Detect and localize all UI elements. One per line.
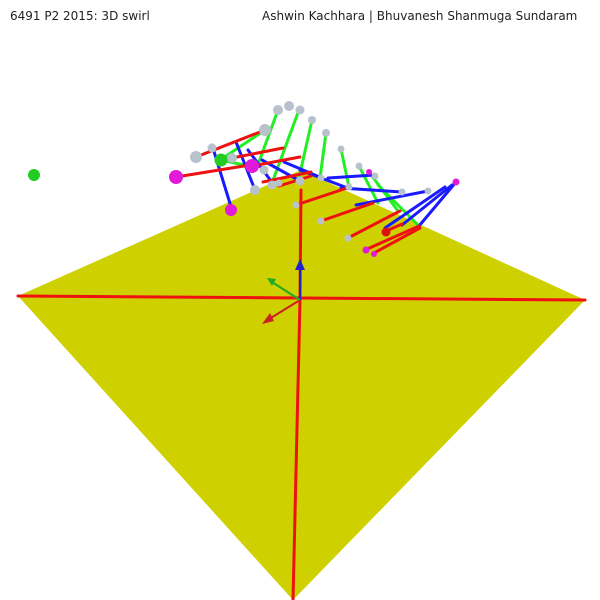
magenta-ball[interactable] <box>452 178 460 186</box>
axis-z-line <box>271 281 301 301</box>
red-link <box>372 226 422 255</box>
red-link <box>277 174 313 188</box>
joint-ball[interactable] <box>371 172 379 180</box>
green-link <box>218 130 264 162</box>
red-link <box>294 185 352 207</box>
magenta-ball[interactable] <box>366 169 372 175</box>
red-link <box>194 128 267 159</box>
joint-ball[interactable] <box>317 174 325 182</box>
joint-ball[interactable] <box>308 116 316 124</box>
red-link <box>261 170 313 184</box>
red-links <box>174 128 422 255</box>
green-link <box>270 108 301 185</box>
axes-gizmo <box>262 259 305 324</box>
blue-link <box>417 180 458 228</box>
magenta-ball[interactable] <box>225 204 237 216</box>
joint-ball[interactable] <box>259 124 271 136</box>
red-link <box>346 209 402 240</box>
joint-ball[interactable] <box>190 151 202 163</box>
axis-y-arrowhead <box>295 259 305 270</box>
joint-ball[interactable] <box>273 105 283 115</box>
joint-ball[interactable] <box>227 153 237 163</box>
joint-ball[interactable] <box>259 165 269 175</box>
joint-ball[interactable] <box>317 217 325 225</box>
window-title: 6491 P2 2015: 3D swirl <box>10 9 150 23</box>
blue-link <box>400 183 454 227</box>
green-link <box>318 131 328 180</box>
blue-link <box>326 173 377 180</box>
blue-link <box>354 189 430 207</box>
joint-ball[interactable] <box>292 201 300 209</box>
red-link <box>174 163 252 179</box>
joint-ball[interactable] <box>344 234 352 242</box>
green-link <box>339 147 351 189</box>
green-link <box>254 108 280 172</box>
joint-ball[interactable] <box>267 180 277 190</box>
magenta-ball[interactable] <box>169 170 183 184</box>
axis-z-arrowhead <box>267 278 276 286</box>
joint-ball[interactable] <box>284 101 294 111</box>
magenta-ball[interactable] <box>371 251 377 257</box>
joint-ball[interactable] <box>275 179 283 187</box>
green-ball[interactable] <box>28 169 40 181</box>
joint-ball[interactable] <box>345 183 353 191</box>
colored-balls <box>28 153 460 257</box>
axis-x-arrowhead <box>262 313 274 324</box>
joint-ball[interactable] <box>295 105 305 115</box>
joint-ball[interactable] <box>322 129 330 137</box>
blue-link <box>210 143 234 212</box>
joint-ball[interactable] <box>295 176 305 186</box>
magenta-ball[interactable] <box>245 159 259 173</box>
joint-ball[interactable] <box>207 143 217 153</box>
red-link <box>230 146 285 160</box>
red-link <box>250 155 302 168</box>
joint-ball[interactable] <box>424 187 432 195</box>
floor-axis-vertical <box>291 298 302 600</box>
red-link <box>363 224 421 252</box>
joint-ball[interactable] <box>250 185 260 195</box>
floor-plane <box>18 170 585 600</box>
green-ball[interactable] <box>214 153 228 167</box>
joint-ball[interactable] <box>337 145 345 153</box>
gray-joints <box>190 101 432 242</box>
blue-link <box>383 185 447 230</box>
red-ball[interactable] <box>381 227 391 237</box>
green-link <box>357 164 380 205</box>
joint-ball[interactable] <box>355 162 363 170</box>
authors-label: Ashwin Kachhara | Bhuvanesh Shanmuga Sun… <box>262 9 578 23</box>
joint-ball[interactable] <box>398 188 406 196</box>
red-link <box>319 201 375 223</box>
magenta-ball[interactable] <box>362 246 370 254</box>
